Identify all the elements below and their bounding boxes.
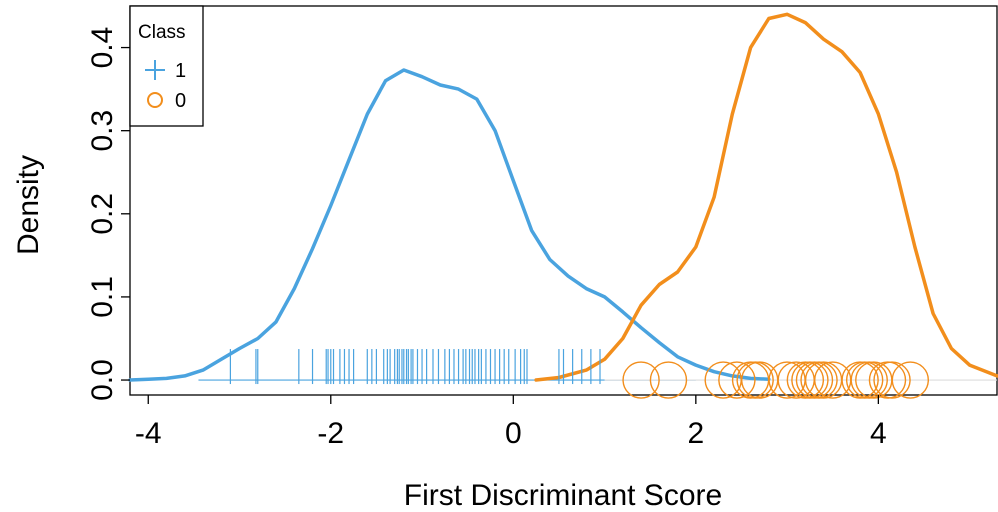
density-curve-class-0 [534, 12, 998, 382]
plot-frame [129, 5, 998, 396]
x-tick-label: -2 [317, 417, 344, 450]
x-tick-label: -4 [135, 417, 162, 450]
point-class-0 [873, 361, 911, 399]
x-axis: -4 -2 0 2 4 [135, 395, 887, 450]
class-1-rug-marks [229, 349, 601, 385]
legend-label-class-0: 0 [175, 90, 186, 112]
y-tick-label: 0.4 [86, 27, 119, 69]
legend-entry-class-0: 0 [147, 90, 186, 112]
legend-entry-class-1: 1 [145, 60, 186, 82]
y-axis: 0.0 0.1 0.2 0.3 0.4 [86, 27, 130, 401]
x-tick-label: 0 [505, 417, 522, 450]
legend: Class 1 0 [129, 5, 204, 127]
x-tick-label: 4 [870, 417, 887, 450]
legend-title: Class [138, 22, 186, 43]
point-class-0 [891, 361, 929, 399]
y-tick-label: 0.1 [86, 276, 119, 318]
y-axis-label: Density [12, 155, 45, 255]
density-curve-class-1 [128, 68, 771, 382]
point-class-0 [649, 361, 688, 399]
class-0-points [622, 361, 929, 399]
legend-box [129, 5, 204, 127]
density-curves [128, 12, 998, 382]
point-class-0 [622, 361, 660, 399]
point-class-0 [718, 361, 756, 399]
circle-icon [147, 92, 163, 108]
x-axis-label: First Discriminant Score [404, 479, 722, 512]
y-tick-label: 0.0 [86, 359, 119, 401]
legend-label-class-1: 1 [175, 60, 186, 82]
y-tick-label: 0.2 [86, 193, 119, 235]
y-tick-label: 0.3 [86, 110, 119, 152]
x-tick-label: 2 [687, 417, 704, 450]
